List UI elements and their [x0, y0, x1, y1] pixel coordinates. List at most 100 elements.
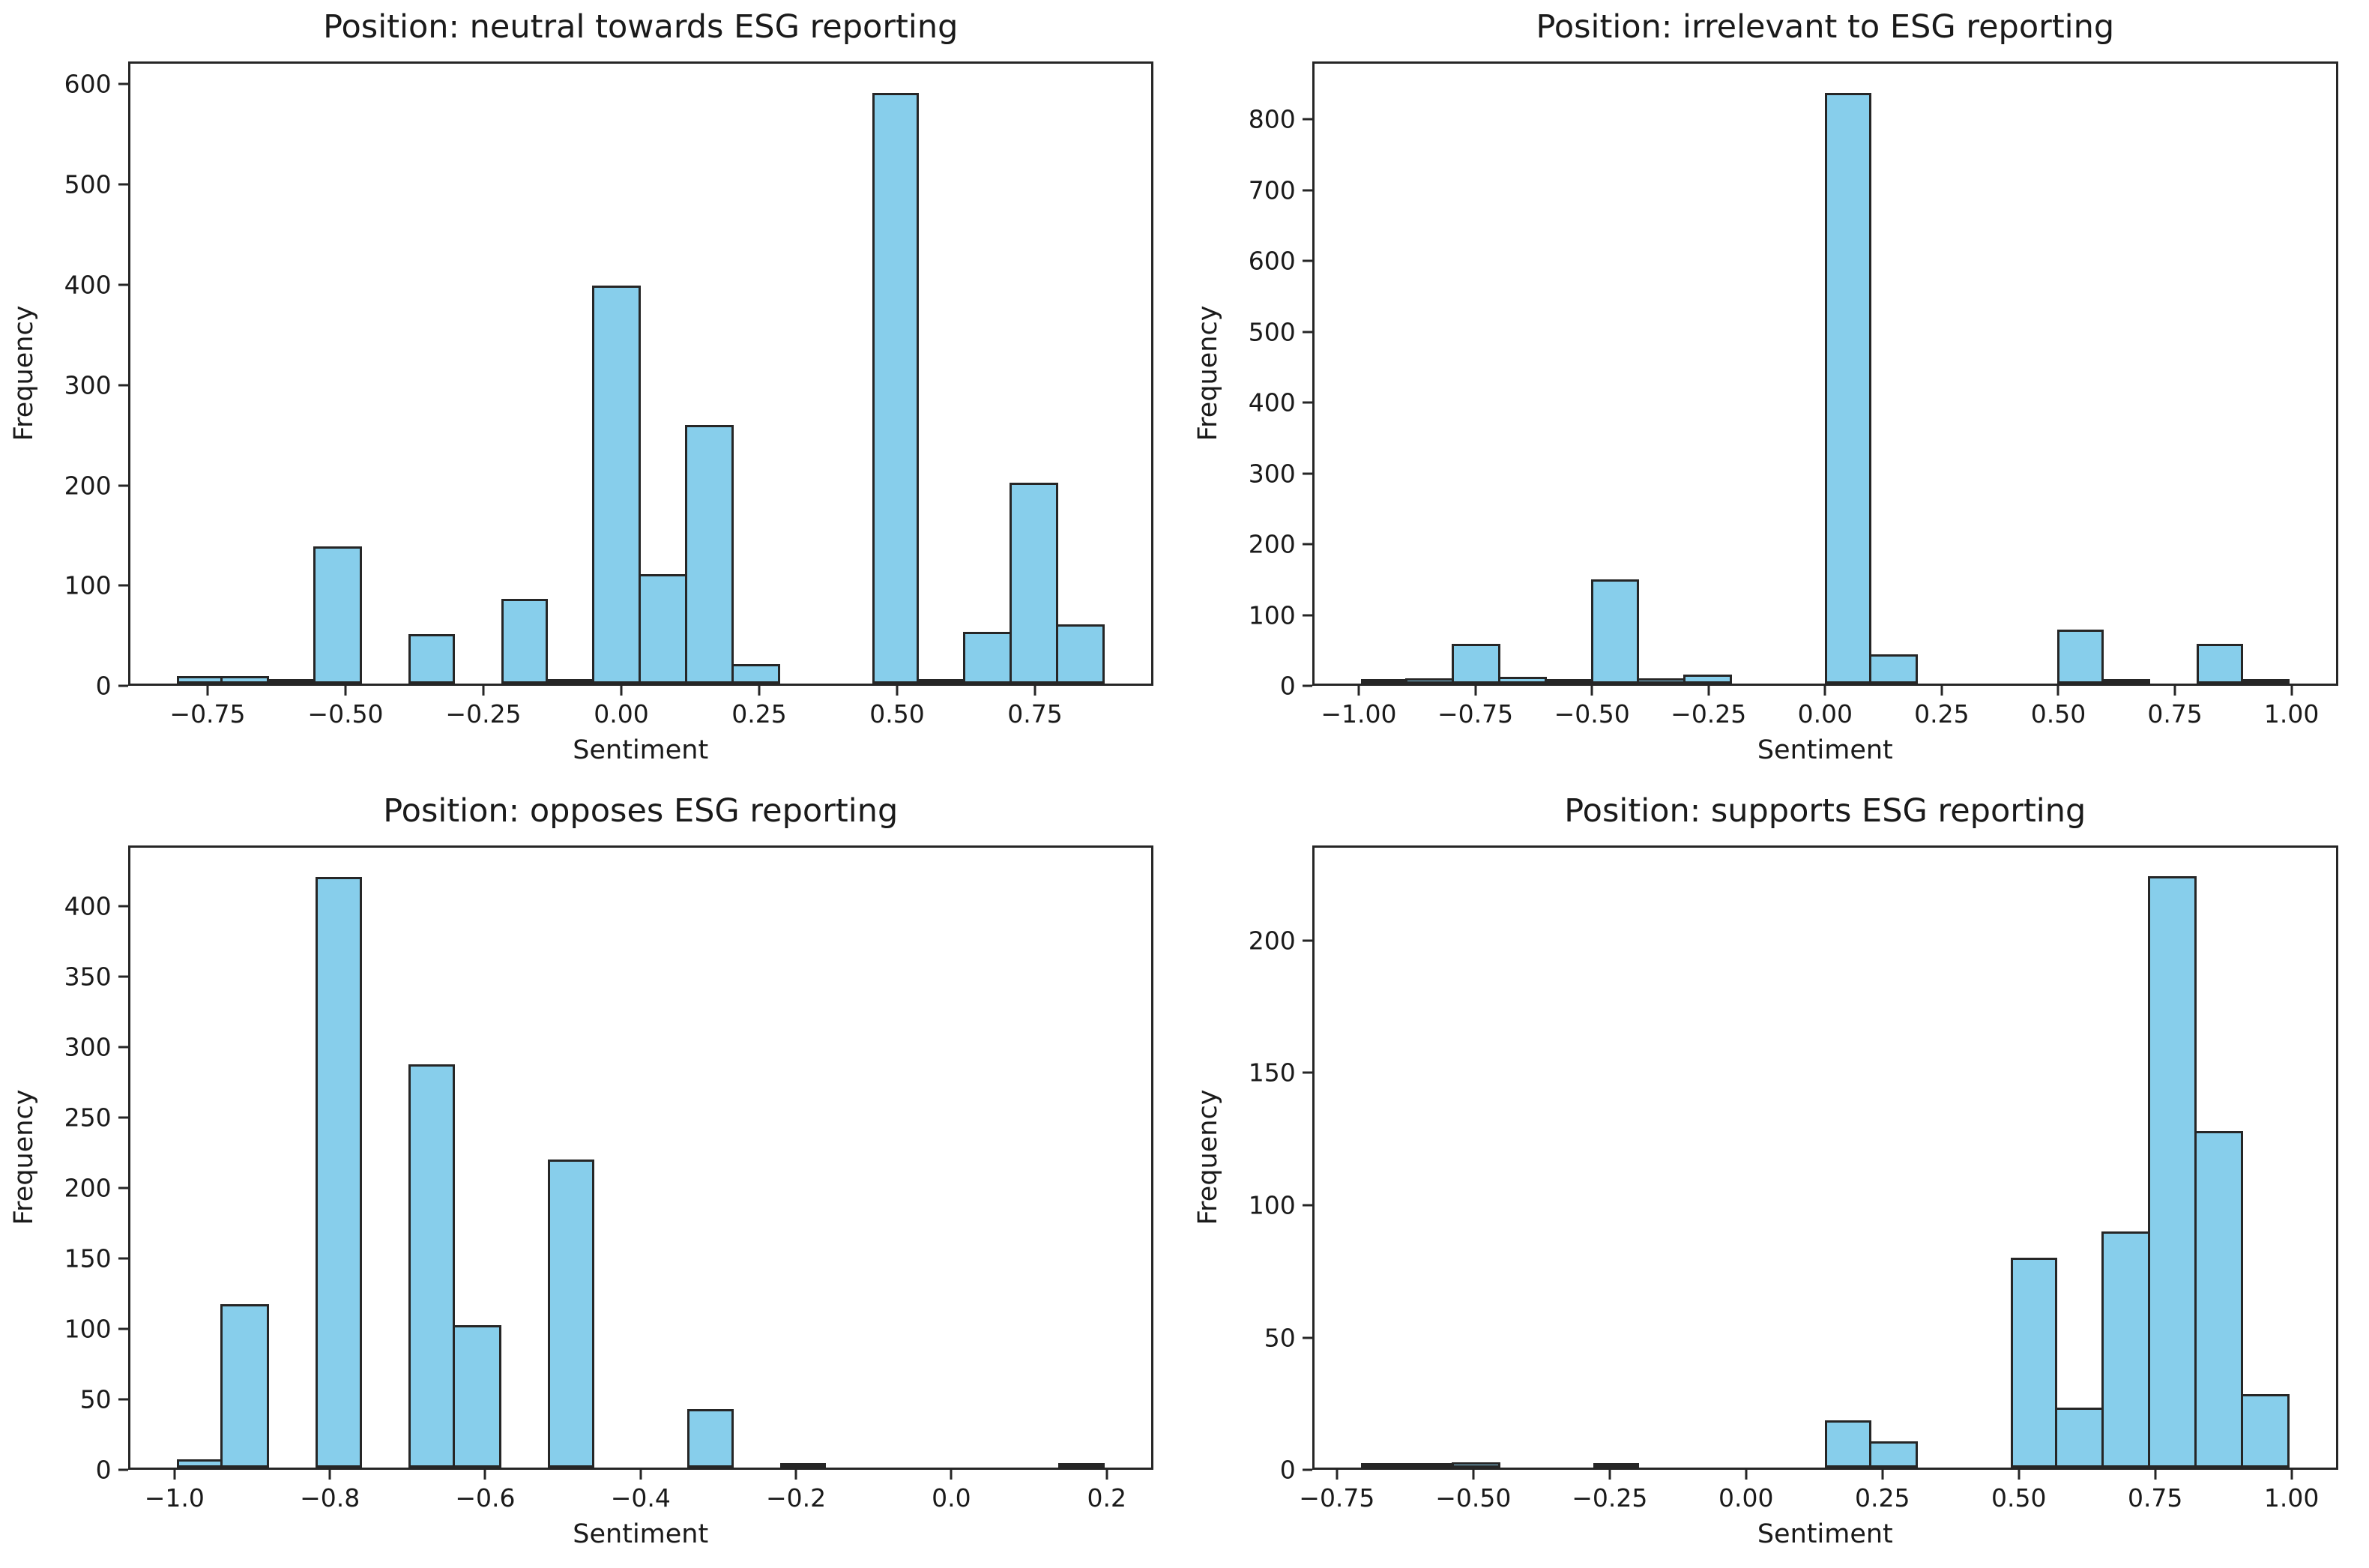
y-axis-label-text: Frequency [1193, 1089, 1223, 1225]
y-tick-label: 350 [64, 962, 112, 992]
x-tick-label: −0.25 [1671, 699, 1747, 729]
x-tick-label: 0.25 [1854, 1483, 1910, 1513]
y-tick-label: 800 [1248, 104, 1296, 134]
x-tick-label: 0.0 [932, 1483, 971, 1513]
y-tick-label: 50 [79, 1384, 112, 1414]
y-axis-label: Frequency [9, 305, 39, 441]
x-tick-label: −0.50 [1554, 699, 1630, 729]
x-tick-label: −0.6 [455, 1483, 516, 1513]
histogram-bar [176, 1459, 223, 1468]
y-tick-label: 200 [64, 471, 112, 501]
y-tick-label: 100 [64, 570, 112, 600]
histogram-bar [545, 679, 594, 684]
y-axis-label-text: Frequency [9, 305, 39, 441]
histogram-bar [316, 876, 363, 1468]
histogram-bar [2148, 876, 2197, 1468]
plot-area [1312, 61, 2338, 687]
y-tick [118, 484, 128, 487]
y-tick-label: 300 [1248, 459, 1296, 489]
x-tick [2173, 686, 2176, 696]
y-tick-label: 100 [1248, 600, 1296, 630]
x-tick-label: 0.2 [1087, 1483, 1126, 1513]
y-tick-label: 50 [1264, 1323, 1296, 1353]
x-axis-label: Sentiment [1757, 735, 1893, 766]
x-tick-label: 0.50 [1991, 1483, 2047, 1513]
x-tick [1590, 686, 1593, 696]
y-tick [118, 975, 128, 978]
y-tick-label: 0 [95, 671, 112, 701]
y-tick [1302, 1204, 1312, 1207]
y-tick [1302, 614, 1312, 617]
x-tick-label: −0.2 [766, 1483, 827, 1513]
y-tick [1302, 684, 1312, 687]
histogram-bar [453, 1324, 501, 1468]
y-tick [118, 183, 128, 186]
plot-area [127, 61, 1153, 687]
y-tick [118, 384, 128, 387]
histogram-bar [501, 599, 548, 684]
subplot-supports: Position: supports ESG reporting Frequen… [1184, 784, 2369, 1568]
histogram-bar [1825, 1420, 1872, 1468]
x-tick-label: 0.75 [1007, 699, 1063, 729]
y-tick-label: 200 [1248, 926, 1296, 956]
y-tick [118, 1116, 128, 1119]
histogram-bar [1451, 1462, 1500, 1468]
x-tick [1881, 1470, 1884, 1480]
y-tick-label: 0 [1279, 671, 1296, 701]
y-tick-label: 600 [64, 69, 112, 99]
x-tick [328, 1470, 331, 1480]
histogram-bar [591, 285, 641, 684]
y-tick [118, 684, 128, 687]
chart-title: Position: opposes ESG reporting [383, 792, 899, 830]
x-axis-label: Sentiment [573, 735, 709, 766]
y-tick [1302, 118, 1312, 121]
x-tick-label: −0.75 [1299, 1483, 1375, 1513]
x-tick-label: −1.00 [1321, 699, 1397, 729]
x-tick [206, 686, 209, 696]
histogram-bar [1058, 1463, 1105, 1468]
histogram-bar [2194, 1131, 2243, 1468]
y-tick-label: 200 [1248, 529, 1296, 559]
subplot-irrelevant: Position: irrelevant to ESG reporting Fr… [1184, 0, 2369, 784]
histogram-bar [684, 424, 734, 684]
y-tick [1302, 331, 1312, 334]
histogram-bar [176, 675, 223, 684]
histogram-bar [1360, 679, 1407, 684]
plot-area [1312, 845, 2338, 1471]
histogram-bar [2240, 679, 2290, 684]
x-tick-label: −0.50 [1435, 1483, 1512, 1513]
x-tick-label: 0.75 [2147, 699, 2203, 729]
y-tick [118, 1257, 128, 1260]
x-tick-label: 1.00 [2263, 699, 2320, 729]
y-axis-label: Frequency [1193, 1089, 1223, 1225]
y-tick [118, 584, 128, 587]
histogram-bar [686, 1408, 734, 1468]
x-tick-label: 0.25 [1914, 699, 1970, 729]
y-tick [1302, 543, 1312, 546]
x-tick [2018, 1470, 2021, 1480]
y-tick [118, 1186, 128, 1189]
x-tick [1707, 686, 1710, 696]
y-tick [1302, 1336, 1312, 1339]
y-tick-label: 150 [1248, 1058, 1296, 1088]
histogram-bar [1869, 1441, 1919, 1468]
x-tick [620, 686, 623, 696]
y-axis-label-text: Frequency [9, 1089, 39, 1225]
y-tick [118, 82, 128, 85]
x-tick [2056, 686, 2059, 696]
x-tick-label: −0.25 [1572, 1483, 1648, 1513]
plot-area [127, 845, 1153, 1471]
histogram-bar [872, 93, 920, 684]
y-axis-label-text: Frequency [1193, 305, 1223, 441]
x-tick [1105, 1470, 1108, 1480]
chart-title: Position: supports ESG reporting [1564, 792, 2086, 830]
y-tick [1302, 472, 1312, 475]
x-tick [794, 1470, 797, 1480]
x-tick [482, 686, 485, 696]
histogram-bar [1360, 1463, 1407, 1468]
histogram-bar [1497, 676, 1547, 684]
y-axis-label: Frequency [9, 1089, 39, 1225]
subplot-opposes: Position: opposes ESG reporting Frequenc… [0, 784, 1184, 1568]
x-tick [1033, 686, 1036, 696]
